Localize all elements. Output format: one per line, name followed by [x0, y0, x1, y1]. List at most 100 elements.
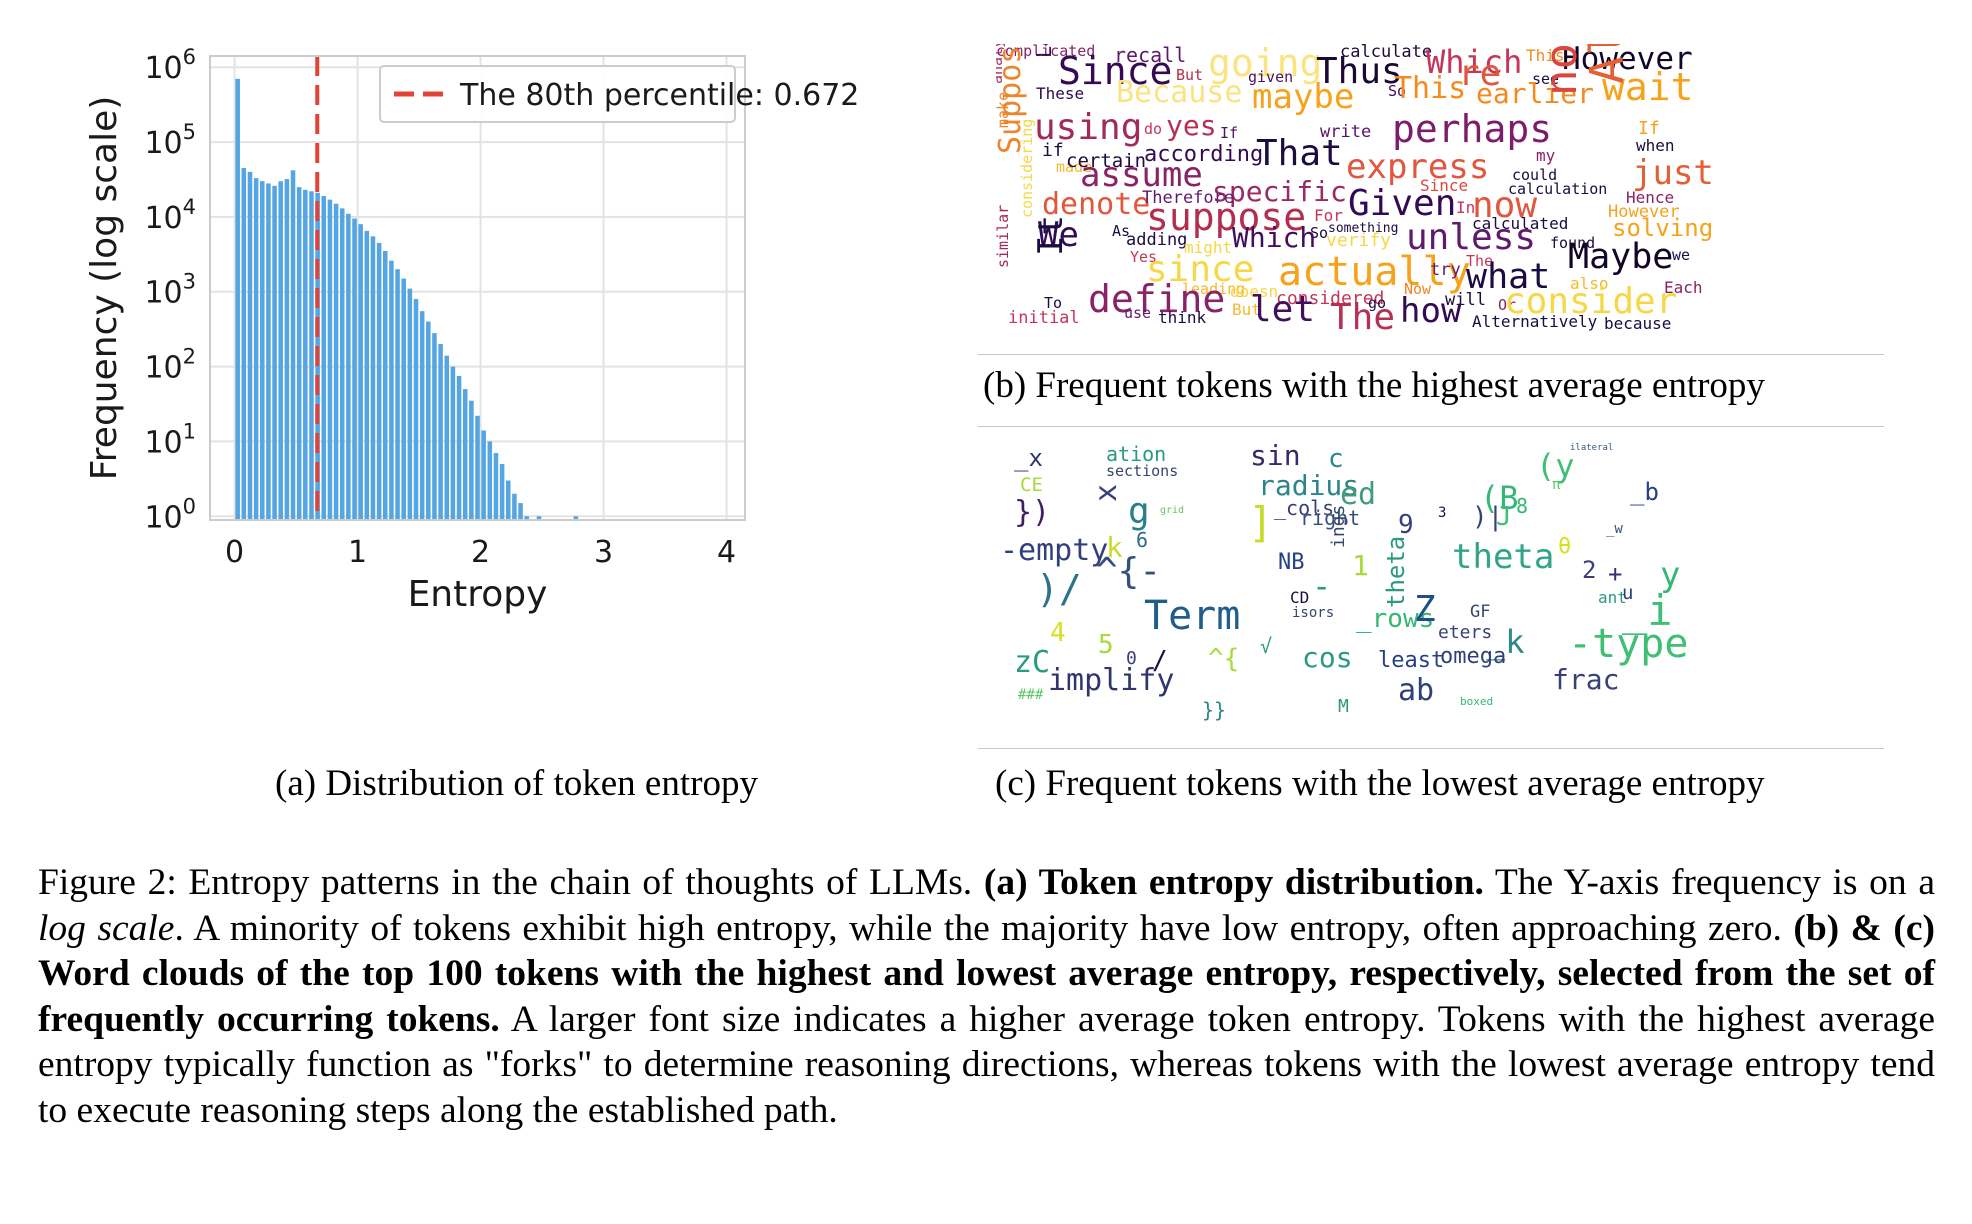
histogram-bar [321, 196, 327, 520]
caption-bc-heading: (b) & (c) Word clouds of the top 100 tok… [38, 907, 1935, 1040]
caption-a-text: The Y-axis frequency is on a [1494, 862, 1935, 903]
cloud-word: 8 [1516, 494, 1529, 518]
histogram-bar [481, 430, 486, 520]
cloud-word: -type [1568, 621, 1689, 667]
cloud-word: complicated [996, 44, 1096, 60]
legend: The 80th percentile: 0.672 [379, 65, 859, 123]
cloud-word: M [1338, 696, 1349, 717]
cloud-word: Yes [1130, 248, 1158, 266]
wordcloud-low-entropy: _x ation sections sin c (y ilateral CE radius ed (… [1000, 440, 1886, 740]
cloud-word: denote [1042, 187, 1151, 222]
cloud-word: θ [1558, 534, 1572, 559]
cloud-word: In [1456, 198, 1476, 217]
cloud-word: similar [996, 204, 1012, 268]
x-tick-label: 3 [594, 535, 613, 570]
y-tick-label: 104 [144, 195, 196, 236]
cloud-word: try [1430, 260, 1461, 280]
cloud-word: wait [1602, 65, 1694, 109]
cloud-word: 2 [1582, 556, 1597, 584]
cloud-word: right [1300, 506, 1361, 530]
histogram-bar [272, 185, 277, 520]
cloud-word: To [1044, 294, 1063, 312]
histogram-bar [419, 311, 425, 520]
cloud-word: initial [1008, 308, 1080, 328]
cloud-word: adding [1126, 230, 1188, 250]
histogram-bar [352, 218, 357, 520]
cloud-word: ^{ [1208, 644, 1240, 674]
cloud-word: So [1388, 82, 1407, 100]
x-tick-labels: 0 1 2 3 4 [225, 535, 736, 570]
histogram-bar [370, 236, 376, 520]
cloud-word: Since [1420, 176, 1469, 195]
cloud-word: found [1550, 234, 1596, 252]
x-axis-label: Entropy [408, 574, 548, 615]
subcaption-b: (b) Frequent tokens with the highest ave… [983, 365, 1765, 406]
cloud-word: also [1570, 274, 1609, 293]
histogram-bar [573, 516, 579, 520]
cloud-word: For [1314, 206, 1343, 225]
y-tick-label: 102 [144, 345, 196, 386]
histogram-bar [444, 355, 450, 520]
cloud-word: earlier [1476, 77, 1595, 110]
cloud-word: if [1042, 140, 1064, 161]
cloud-word: Given [1348, 183, 1457, 224]
cloud-word: But [1232, 300, 1261, 319]
cloud-word: ings [1328, 504, 1349, 548]
histogram-bar [266, 183, 271, 521]
cloud-word: It [1031, 215, 1071, 256]
y-tick-label: 101 [144, 419, 196, 460]
chart-bars [235, 78, 579, 521]
cloud-word: re [1458, 53, 1502, 94]
caption-bc-text: A larger font size indicates a higher av… [38, 998, 1935, 1131]
cloud-word: ] [1248, 498, 1274, 547]
cloud-word: calculate [1340, 44, 1433, 62]
cloud-word: Now [1404, 280, 1432, 298]
histogram-bar [499, 463, 505, 520]
histogram-bar [253, 178, 259, 520]
cloud-word: Or [1498, 296, 1517, 314]
histogram-bar [438, 344, 443, 520]
divider [978, 426, 1884, 427]
cloud-word: let [1250, 289, 1316, 330]
y-axis-label: Frequency (log scale) [84, 96, 125, 481]
cloud-word: Which [1232, 221, 1317, 254]
cloud-word: ation [1106, 442, 1167, 466]
cloud-word: eters [1438, 622, 1493, 643]
cloud-word: we [1672, 246, 1691, 264]
wordcloud-high-entropy: complicated recall going calculate Which This… [996, 44, 1886, 344]
caption-a-heading: (a) Token entropy distribution. [983, 862, 1484, 903]
cloud-word: ilateral [1570, 443, 1614, 453]
y-tick-label: 105 [144, 120, 196, 161]
cloud-word: But [1176, 66, 1204, 84]
cloud-word: (B [1480, 479, 1519, 517]
cloud-word: sections [1106, 462, 1179, 480]
cloud-word: note [1536, 44, 1587, 96]
cloud-word: considered [1276, 288, 1385, 309]
cloud-word: made [1056, 158, 1093, 176]
cloud-word: However [1562, 44, 1693, 77]
histogram-bar [241, 168, 247, 520]
y-tick-label: 103 [144, 270, 196, 311]
cloud-word: _cols [1274, 496, 1335, 520]
cloud-word: frac [1552, 663, 1620, 696]
cloud-word: Alternatively [1472, 312, 1598, 331]
histogram-bar [303, 189, 308, 521]
cloud-word: when [1636, 136, 1675, 155]
cloud-word: NB [1278, 550, 1305, 575]
histogram-bar [518, 503, 523, 520]
cloud-word: cos [1302, 641, 1353, 674]
cloud-word: We [1038, 215, 1079, 255]
histogram-bar [426, 321, 431, 520]
cloud-word: 5 [1098, 630, 1114, 660]
cloud-word: specific [1212, 175, 1347, 208]
cloud-word: how [1400, 291, 1462, 331]
x-tick-label: 0 [225, 535, 244, 570]
cloud-word: now [1472, 185, 1538, 226]
cloud-word: see [1532, 70, 1560, 88]
cloud-word: theta [1382, 535, 1410, 608]
cloud-word: perhaps [1392, 107, 1553, 151]
cloud-word: go [1368, 294, 1387, 312]
cloud-word: ed [1340, 477, 1377, 512]
subcaption-c: (c) Frequent tokens with the lowest aver… [995, 763, 1765, 804]
cloud-word: 1 [1352, 549, 1369, 582]
